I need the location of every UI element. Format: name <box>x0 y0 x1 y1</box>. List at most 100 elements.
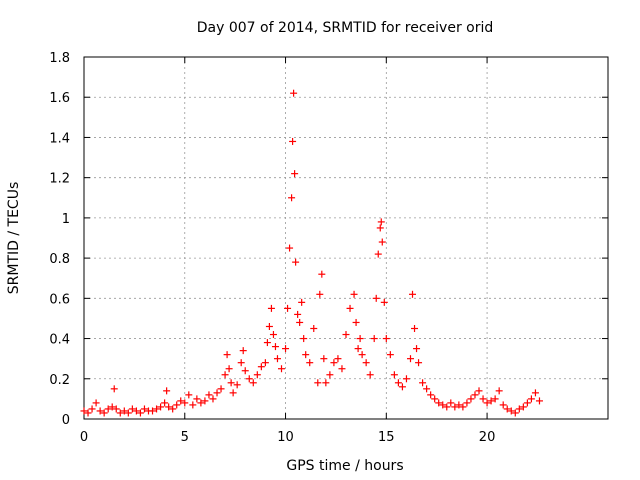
data-point <box>326 371 334 379</box>
data-point <box>386 351 394 359</box>
data-point <box>358 351 366 359</box>
data-point <box>294 310 302 318</box>
data-point <box>467 395 475 403</box>
data-point <box>269 331 277 339</box>
data-point <box>265 322 273 330</box>
y-tick-label: 1.4 <box>49 131 70 146</box>
data-point <box>80 407 88 415</box>
data-point <box>217 385 225 393</box>
data-point <box>237 359 245 367</box>
y-tick-label: 1.8 <box>49 51 70 66</box>
data-point <box>511 409 519 417</box>
data-point <box>479 395 487 403</box>
data-point <box>370 335 378 343</box>
data-point <box>342 331 350 339</box>
data-point <box>205 391 213 399</box>
data-point <box>96 407 104 415</box>
data-point <box>104 405 112 413</box>
data-point <box>398 383 406 391</box>
data-point <box>338 365 346 373</box>
data-point <box>223 351 231 359</box>
data-point <box>423 385 431 393</box>
plot-frame <box>83 56 609 420</box>
data-point <box>108 403 116 411</box>
data-point <box>271 343 279 351</box>
data-point <box>314 379 322 387</box>
data-point <box>116 409 124 417</box>
data-point <box>409 290 417 298</box>
data-point <box>286 244 294 252</box>
data-point <box>352 318 360 326</box>
data-point <box>153 405 161 413</box>
data-point <box>253 371 261 379</box>
data-point <box>378 238 386 246</box>
y-tick-label: 0.6 <box>49 292 70 307</box>
data-point <box>128 405 136 413</box>
data-point <box>435 399 443 407</box>
data-point <box>475 387 483 395</box>
data-point <box>356 335 364 343</box>
data-point <box>169 405 177 413</box>
data-point <box>491 395 499 403</box>
data-point <box>382 335 390 343</box>
data-point <box>92 399 100 407</box>
data-point <box>523 399 531 407</box>
data-point <box>273 355 281 363</box>
data-point <box>257 363 265 371</box>
data-point <box>419 379 427 387</box>
data-point <box>318 270 326 278</box>
y-tick-label: 0 <box>62 413 70 428</box>
data-point <box>322 379 330 387</box>
data-point <box>455 401 463 409</box>
data-point <box>531 389 539 397</box>
x-axis-label: GPS time / hours <box>286 458 403 474</box>
data-point <box>415 359 423 367</box>
data-point <box>451 403 459 411</box>
y-tick-label: 1.2 <box>49 172 70 187</box>
data-point <box>100 409 108 417</box>
data-point <box>267 304 275 312</box>
data-point <box>292 258 300 266</box>
data-point <box>346 304 354 312</box>
data-point <box>229 389 237 397</box>
data-point <box>227 379 235 387</box>
data-point <box>380 298 388 306</box>
data-point <box>471 391 479 399</box>
data-point <box>181 399 189 407</box>
data-point <box>290 89 298 97</box>
data-point <box>459 403 467 411</box>
data-point <box>197 399 205 407</box>
data-point <box>483 399 491 407</box>
data-point <box>439 401 447 409</box>
data-point <box>241 367 249 375</box>
data-point <box>334 355 342 363</box>
data-point <box>163 387 171 395</box>
data-point <box>402 375 410 383</box>
data-point <box>84 409 92 417</box>
data-point <box>443 403 451 411</box>
data-point <box>201 397 209 405</box>
grid-lines <box>84 57 608 419</box>
data-point <box>406 355 414 363</box>
data-point <box>431 395 439 403</box>
data-point <box>221 371 229 379</box>
data-point <box>377 218 385 226</box>
data-point <box>185 391 193 399</box>
data-point <box>350 290 358 298</box>
data-point <box>120 407 128 415</box>
data-point <box>310 325 318 332</box>
data-point <box>136 409 144 417</box>
data-point <box>149 407 157 415</box>
data-point <box>291 170 299 178</box>
data-point <box>394 379 402 387</box>
data-point <box>316 290 324 298</box>
data-point <box>487 397 495 405</box>
data-point <box>298 298 306 306</box>
data-point <box>88 405 96 413</box>
data-point <box>112 405 120 413</box>
data-point <box>515 405 523 413</box>
data-point <box>189 401 197 409</box>
data-point <box>413 345 421 353</box>
x-tick-label: 15 <box>378 430 395 445</box>
